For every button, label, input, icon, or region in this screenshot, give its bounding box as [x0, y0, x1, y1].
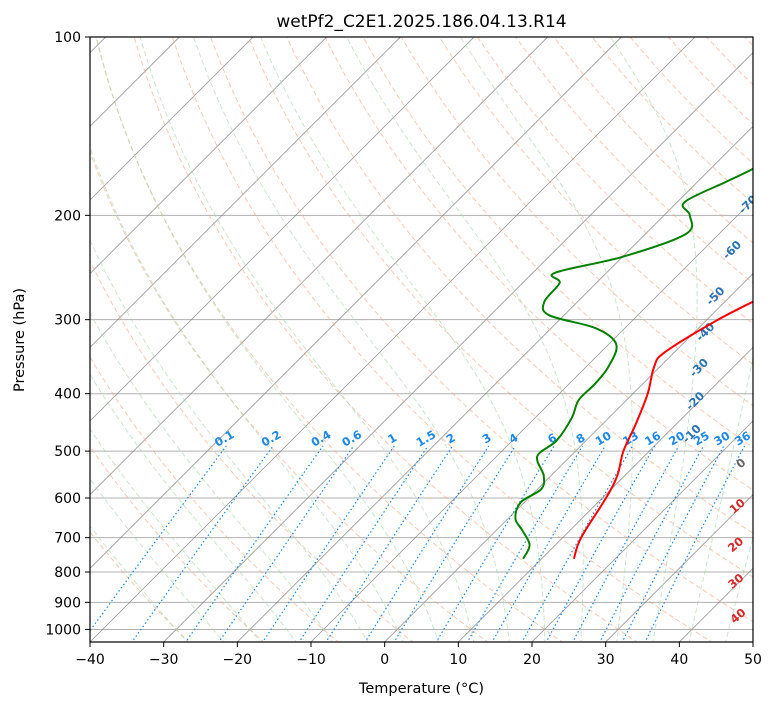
mixing-ratio-line: [435, 445, 555, 642]
moist-adiabat-line: [90, 428, 261, 642]
axes: −40 −30 −20 −10 0 10 20 30 40 50 100 200 300 400 500 60…: [45, 30, 762, 668]
mixing-ratio-line: [364, 445, 490, 642]
x-tick-label: 10: [449, 652, 467, 668]
x-axis-title: Temperature (°C): [358, 681, 484, 697]
mixing-ratio-line: [545, 445, 656, 642]
dry-adiabat-line: [171, 37, 713, 642]
moist-adiabat-line: [346, 37, 584, 642]
dry-adiabat-line: [90, 356, 340, 642]
dry-adiabat-line: [95, 37, 564, 642]
mixing-ratio-line: [393, 445, 516, 642]
moist-adiabat-line: [460, 37, 633, 642]
x-tick-label: 40: [670, 652, 688, 668]
mixing-ratio-line: [90, 445, 227, 632]
mixing-ratio-line: [262, 445, 395, 642]
dry-adiabat-line: [133, 37, 638, 642]
y-tick-label: 600: [54, 491, 81, 507]
moist-adiabat-line: [260, 37, 546, 642]
y-tick-label: 500: [54, 444, 81, 460]
background-lines: [90, 37, 753, 642]
x-tick-label: −30: [149, 652, 179, 668]
isotherm-line: [90, 37, 327, 275]
dry-adiabat-line: [90, 259, 414, 642]
isotherm-line: [90, 37, 254, 201]
moist-adiabat-line: [139, 37, 475, 642]
mixing-ratio-label: 36: [732, 428, 753, 448]
dry-adiabat-line: [90, 445, 265, 642]
dry-adiabat-line: [438, 37, 753, 366]
y-tick-label: 900: [54, 595, 81, 611]
moist-adiabat-line: [724, 536, 753, 642]
mixing-ratio-label: 30: [711, 428, 732, 448]
mixing-ratio-line: [218, 445, 355, 642]
profiles: [514, 167, 753, 560]
moist-adiabat-line: [688, 355, 753, 642]
y-tick-label: 300: [54, 313, 81, 329]
moist-adiabat-line: [609, 37, 698, 642]
moist-adiabat-line: [90, 146, 404, 642]
mixing-ratio-label: 25: [691, 428, 712, 448]
x-tick-label: −10: [296, 652, 326, 668]
isotherm-line: [237, 125, 753, 642]
dry-adiabat-line: [210, 37, 753, 623]
isotherm-line: [458, 346, 753, 642]
y-tick-label: 700: [54, 531, 81, 547]
dewpoint-profile: [514, 167, 753, 560]
mixing-ratio-line: [466, 445, 584, 642]
dry-adiabat-line: [90, 531, 190, 642]
mixing-ratio-label: 13: [620, 428, 641, 448]
x-tick-label: 20: [523, 652, 541, 668]
mixing-ratio-label: 16: [642, 428, 663, 448]
x-tick-label: −20: [223, 652, 253, 668]
temperature-profile: [572, 300, 753, 560]
isotherm-line: [605, 494, 753, 642]
mixing-ratio-line: [298, 445, 429, 642]
y-tick-label: 400: [54, 387, 81, 403]
dry-adiabat-line: [286, 37, 753, 534]
isotherm-line: [384, 273, 753, 642]
moist-adiabat-line: [90, 373, 297, 642]
mixing-ratio-line: [491, 445, 606, 642]
mixing-ratio-line: [644, 445, 746, 642]
dry-adiabat-line: [362, 37, 753, 449]
isotherm-line: [531, 420, 753, 642]
isotherm-line: [90, 37, 622, 569]
moist-adiabat-line: [90, 311, 333, 642]
y-tick-label: 800: [54, 565, 81, 581]
x-tick-label: −40: [75, 652, 105, 668]
mixing-ratio-label: 10: [593, 428, 614, 448]
dry-adiabat-line: [90, 150, 489, 642]
moist-adiabat-line: [90, 525, 188, 642]
isotherm-line: [90, 37, 401, 348]
moist-adiabat-line: [90, 478, 225, 642]
moist-adiabat-line: [96, 37, 440, 642]
mixing-ratio-label: 20: [666, 428, 687, 448]
moist-adiabat-line: [193, 37, 510, 642]
x-tick-label: 0: [380, 652, 389, 668]
mixing-ratio-line: [325, 445, 454, 642]
isotherm-line: [90, 37, 696, 642]
mixing-ratio-line: [185, 445, 324, 642]
plot-frame: [89, 36, 754, 643]
y-tick-label: 1000: [45, 622, 81, 638]
y-tick-label: 100: [54, 30, 81, 46]
dry-adiabat-line: [324, 37, 753, 491]
isotherm-line: [90, 37, 548, 496]
y-axis-title: Pressure (hPa): [12, 288, 28, 392]
chart-title: wetPf2_C2E1.2025.186.04.13.R14: [276, 12, 566, 32]
moist-adiabat-line: [90, 238, 369, 642]
y-tick-label: 200: [54, 208, 81, 224]
x-tick-label: 30: [597, 652, 615, 668]
mixing-ratio-line: [572, 445, 680, 642]
x-tick-label: 50: [744, 652, 762, 668]
isotherm-line: [90, 37, 475, 422]
